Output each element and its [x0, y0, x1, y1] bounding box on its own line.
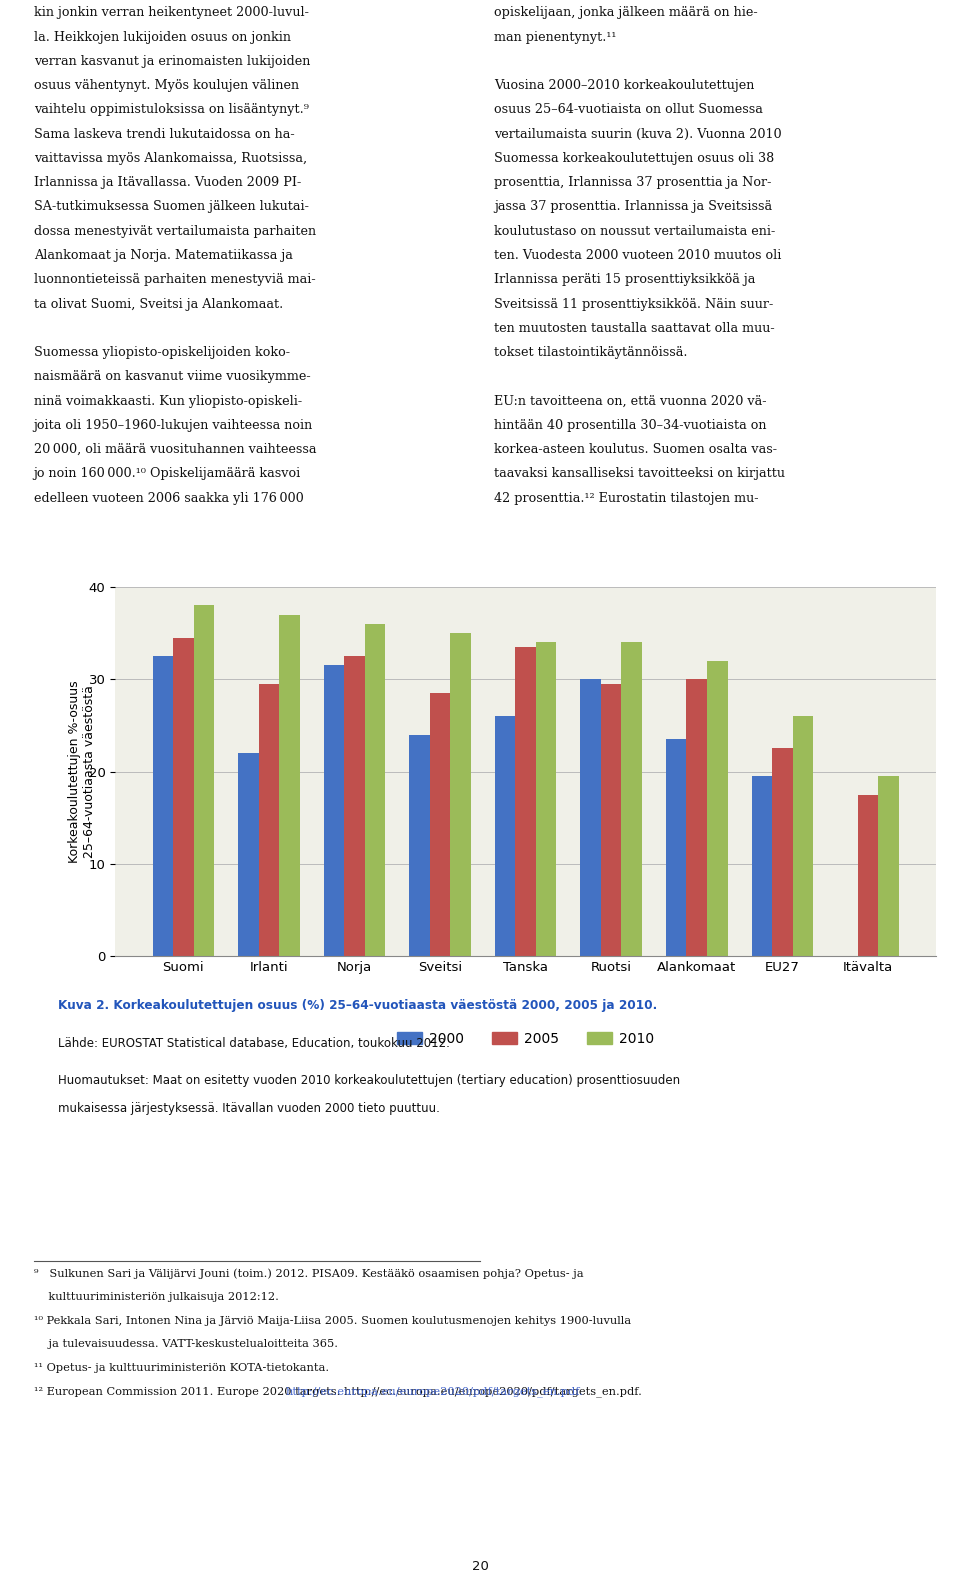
Text: dossa menestyivät vertailumaista parhaiten: dossa menestyivät vertailumaista parhait…	[34, 225, 316, 238]
Text: taavaksi kansalliseksi tavoitteeksi on kirjattu: taavaksi kansalliseksi tavoitteeksi on k…	[494, 468, 785, 481]
Bar	[409, 734, 430, 956]
Bar	[536, 642, 557, 956]
Text: ten. Vuodesta 2000 vuoteen 2010 muutos oli: ten. Vuodesta 2000 vuoteen 2010 muutos o…	[494, 249, 781, 262]
Text: 20: 20	[471, 1561, 489, 1573]
Bar	[516, 647, 536, 956]
Text: Suomessa yliopisto-opiskelijoiden koko-: Suomessa yliopisto-opiskelijoiden koko-	[34, 346, 290, 358]
Bar	[752, 776, 772, 956]
Text: kulttuuriministeriön julkaisuja 2012:12.: kulttuuriministeriön julkaisuja 2012:12.	[34, 1293, 278, 1302]
Text: Kuva 2. Korkeakoulutettujen osuus (%) 25–64-vuotiaasta väestöstä 2000, 2005 ja 2: Kuva 2. Korkeakoulutettujen osuus (%) 25…	[58, 999, 657, 1012]
Text: kin jonkin verran heikentyneet 2000-luvul-: kin jonkin verran heikentyneet 2000-luvu…	[34, 6, 308, 19]
Legend: 2000, 2005, 2010: 2000, 2005, 2010	[392, 1026, 660, 1052]
Bar	[258, 684, 279, 956]
Text: 42 prosenttia.¹² Eurostatin tilastojen mu-: 42 prosenttia.¹² Eurostatin tilastojen m…	[494, 492, 759, 504]
Bar	[581, 679, 601, 956]
Text: jo noin 160 000.¹⁰ Opiskelijamäärä kasvoi: jo noin 160 000.¹⁰ Opiskelijamäärä kasvo…	[34, 468, 300, 481]
Text: Alankomaat ja Norja. Matematiikassa ja: Alankomaat ja Norja. Matematiikassa ja	[34, 249, 293, 262]
Text: ¹² European Commission 2011. Europe 2020 targets. http://ec.europa.eu/europe2020: ¹² European Commission 2011. Europe 2020…	[34, 1386, 641, 1397]
Text: tokset tilastointikäytännöissä.: tokset tilastointikäytännöissä.	[494, 346, 688, 358]
Bar	[238, 753, 258, 956]
Text: Suomessa korkeakoulutettujen osuus oli 38: Suomessa korkeakoulutettujen osuus oli 3…	[494, 152, 775, 165]
Text: SA-tutkimuksessa Suomen jälkeen lukutai-: SA-tutkimuksessa Suomen jälkeen lukutai-	[34, 200, 308, 214]
Y-axis label: Korkeakoulutettujen %-osuus
25–64-vuotiaasta väestöstä: Korkeakoulutettujen %-osuus 25–64-vuotia…	[67, 680, 96, 863]
Text: korkea-asteen koulutus. Suomen osalta vas-: korkea-asteen koulutus. Suomen osalta va…	[494, 442, 778, 457]
Text: ta olivat Suomi, Sveitsi ja Alankomaat.: ta olivat Suomi, Sveitsi ja Alankomaat.	[34, 298, 283, 311]
Bar	[365, 623, 385, 956]
Bar	[194, 606, 214, 956]
Text: osuus vähentynyt. Myös koulujen välinen: osuus vähentynyt. Myös koulujen välinen	[34, 79, 299, 92]
Text: ¹¹ Opetus- ja kulttuuriministeriön KOTA-tietokanta.: ¹¹ Opetus- ja kulttuuriministeriön KOTA-…	[34, 1362, 328, 1373]
Text: 20 000, oli määrä vuosituhannen vaihteessa: 20 000, oli määrä vuosituhannen vaihtees…	[34, 442, 316, 457]
Text: luonnontieteissä parhaiten menestyviä mai-: luonnontieteissä parhaiten menestyviä ma…	[34, 273, 315, 285]
Text: Irlannissa peräti 15 prosenttiyksikköä ja: Irlannissa peräti 15 prosenttiyksikköä j…	[494, 273, 756, 285]
Bar	[772, 749, 793, 956]
Text: Sama laskeva trendi lukutaidossa on ha-: Sama laskeva trendi lukutaidossa on ha-	[34, 128, 294, 141]
Bar	[173, 638, 194, 956]
Text: hintään 40 prosentilla 30–34-vuotiaista on: hintään 40 prosentilla 30–34-vuotiaista …	[494, 419, 767, 431]
Text: Huomautukset: Maat on esitetty vuoden 2010 korkeakoulutettujen (tertiary educati: Huomautukset: Maat on esitetty vuoden 20…	[58, 1074, 680, 1086]
Text: ⁹   Sulkunen Sari ja Välijärvi Jouni (toim.) 2012. PISA09. Kestääkö osaamisen po: ⁹ Sulkunen Sari ja Välijärvi Jouni (toim…	[34, 1269, 584, 1280]
Bar	[494, 717, 516, 956]
Text: verran kasvanut ja erinomaisten lukijoiden: verran kasvanut ja erinomaisten lukijoid…	[34, 56, 310, 68]
Text: Vuosina 2000–2010 korkeakoulutettujen: Vuosina 2000–2010 korkeakoulutettujen	[494, 79, 755, 92]
Text: Sveitsissä 11 prosenttiyksikköä. Näin suur-: Sveitsissä 11 prosenttiyksikköä. Näin su…	[494, 298, 774, 311]
Bar	[279, 614, 300, 956]
Bar	[878, 776, 899, 956]
Bar	[345, 657, 365, 956]
Text: mukaisessa järjestyksessä. Itävallan vuoden 2000 tieto puuttuu.: mukaisessa järjestyksessä. Itävallan vuo…	[58, 1102, 440, 1115]
Bar	[686, 679, 707, 956]
Bar	[601, 684, 621, 956]
Text: naismäärä on kasvanut viime vuosikymme-: naismäärä on kasvanut viime vuosikymme-	[34, 371, 310, 384]
Text: http://ec.europa.eu/europe2020/pdf/targets_en.pdf.: http://ec.europa.eu/europe2020/pdf/targe…	[285, 1386, 583, 1397]
Text: ¹⁰ Pekkala Sari, Intonen Nina ja Järviö Maija-Liisa 2005. Suomen koulutusmenojen: ¹⁰ Pekkala Sari, Intonen Nina ja Järviö …	[34, 1316, 631, 1326]
Bar	[430, 693, 450, 956]
Text: osuus 25–64-vuotiaista on ollut Suomessa: osuus 25–64-vuotiaista on ollut Suomessa	[494, 103, 763, 116]
Text: la. Heikkojen lukijoiden osuus on jonkin: la. Heikkojen lukijoiden osuus on jonkin	[34, 30, 291, 43]
Text: joita oli 1950–1960-lukujen vaihteessa noin: joita oli 1950–1960-lukujen vaihteessa n…	[34, 419, 313, 431]
Text: vaihtelu oppimistuloksissa on lisääntynyt.⁹: vaihtelu oppimistuloksissa on lisääntyny…	[34, 103, 308, 116]
Text: vaittavissa myös Alankomaissa, Ruotsissa,: vaittavissa myös Alankomaissa, Ruotsissa…	[34, 152, 307, 165]
Text: opiskelijaan, jonka jälkeen määrä on hie-: opiskelijaan, jonka jälkeen määrä on hie…	[494, 6, 758, 19]
Text: Lähde: EUROSTAT Statistical database, Education, toukokuu 2012.: Lähde: EUROSTAT Statistical database, Ed…	[58, 1037, 449, 1050]
Text: ten muutosten taustalla saattavat olla muu-: ten muutosten taustalla saattavat olla m…	[494, 322, 775, 335]
Text: prosenttia, Irlannissa 37 prosenttia ja Nor-: prosenttia, Irlannissa 37 prosenttia ja …	[494, 176, 772, 189]
Text: man pienentynyt.¹¹: man pienentynyt.¹¹	[494, 30, 616, 43]
Text: koulutustaso on noussut vertailumaista eni-: koulutustaso on noussut vertailumaista e…	[494, 225, 776, 238]
Text: edelleen vuoteen 2006 saakka yli 176 000: edelleen vuoteen 2006 saakka yli 176 000	[34, 492, 303, 504]
Text: EU:n tavoitteena on, että vuonna 2020 vä-: EU:n tavoitteena on, että vuonna 2020 vä…	[494, 395, 767, 408]
Text: ja tulevaisuudessa. VATT-keskustelualoitteita 365.: ja tulevaisuudessa. VATT-keskustelualoit…	[34, 1339, 338, 1350]
Bar	[666, 739, 686, 956]
Bar	[707, 661, 728, 956]
Bar	[621, 642, 642, 956]
Text: Irlannissa ja Itävallassa. Vuoden 2009 PI-: Irlannissa ja Itävallassa. Vuoden 2009 P…	[34, 176, 300, 189]
Bar	[153, 657, 173, 956]
Bar	[857, 795, 878, 956]
Bar	[450, 633, 470, 956]
Text: jassa 37 prosenttia. Irlannissa ja Sveitsissä: jassa 37 prosenttia. Irlannissa ja Sveit…	[494, 200, 773, 214]
Text: vertailumaista suurin (kuva 2). Vuonna 2010: vertailumaista suurin (kuva 2). Vuonna 2…	[494, 128, 782, 141]
Bar	[324, 666, 345, 956]
Text: ninä voimakkaasti. Kun yliopisto-opiskeli-: ninä voimakkaasti. Kun yliopisto-opiskel…	[34, 395, 301, 408]
Bar	[793, 717, 813, 956]
